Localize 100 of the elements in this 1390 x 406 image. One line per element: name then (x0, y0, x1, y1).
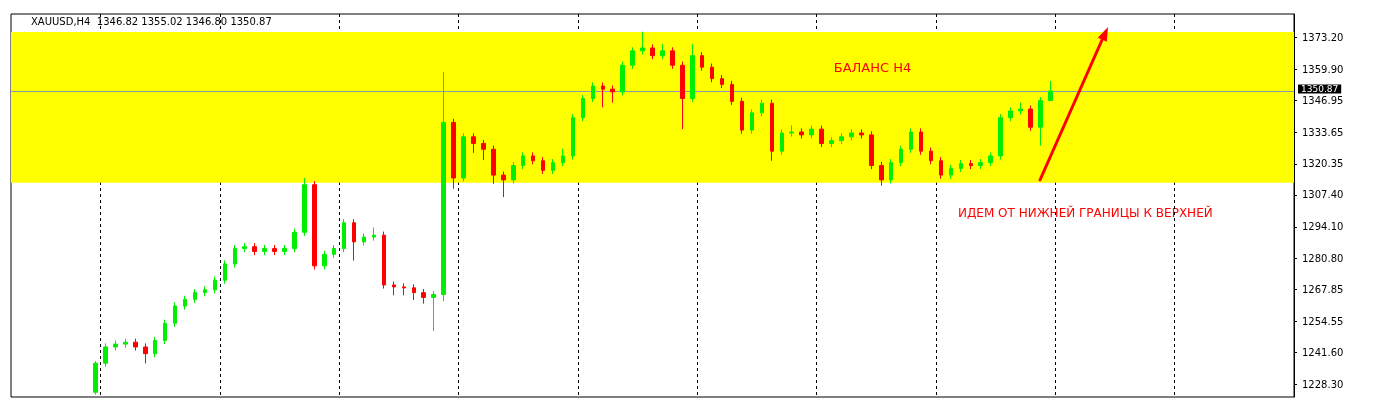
candlestick (163, 319, 167, 345)
candlestick (471, 132, 476, 154)
candlestick (441, 71, 446, 302)
candlestick (322, 250, 327, 270)
y-tick-label: 1333.65 (1302, 126, 1344, 138)
candlestick (700, 51, 704, 72)
chart-title: XAUUSD,H4 1346.82 1355.02 1346.80 1350.87 (31, 15, 272, 27)
candlestick (899, 145, 903, 167)
candlestick (988, 151, 993, 167)
candlestick (272, 244, 277, 256)
candlestick (213, 276, 217, 294)
candlestick (849, 128, 854, 141)
candlestick (312, 180, 317, 270)
candlestick (720, 74, 724, 89)
candlestick (511, 161, 516, 184)
candlestick (839, 132, 844, 145)
y-tick-label: 1294.10 (1302, 221, 1344, 233)
candlestick (402, 282, 406, 296)
candlestick (451, 118, 456, 190)
candlestick (521, 151, 525, 170)
y-tick-label: 1359.90 (1302, 63, 1344, 75)
candlestick (1018, 102, 1023, 116)
candlestick (292, 228, 297, 253)
candlestick (610, 85, 615, 104)
candlestick (660, 43, 665, 60)
ref-line-label: 1350.87 (1301, 83, 1339, 94)
candlestick (740, 97, 744, 135)
candlestick (889, 158, 893, 184)
candlestick (501, 171, 506, 198)
candlestick (103, 342, 108, 368)
candlestick (650, 43, 655, 60)
candlestick (551, 158, 555, 175)
candlestick (392, 280, 396, 296)
candlestick (491, 145, 496, 185)
candlestick (1028, 104, 1033, 132)
candlestick (760, 99, 764, 117)
candlestick (780, 128, 784, 156)
candlestick (949, 164, 953, 180)
candlestick (113, 340, 118, 352)
candlestick (133, 338, 138, 352)
candlestick (819, 125, 824, 148)
candlestick (919, 127, 923, 156)
candlestick (223, 259, 227, 285)
y-tick-label: 1280.80 (1302, 253, 1344, 265)
candlestick (909, 127, 913, 154)
candlestick (581, 94, 585, 122)
candlestick (789, 124, 794, 138)
candlestick (481, 139, 486, 161)
candlestick (799, 127, 804, 139)
y-tick-label: 1241.60 (1302, 346, 1344, 358)
candlestick (710, 63, 714, 83)
candlestick (630, 46, 635, 70)
candlestick (620, 61, 625, 96)
candlestick (372, 227, 376, 242)
candlestick (829, 136, 834, 148)
candlestick (680, 61, 685, 130)
candlestick (123, 338, 128, 349)
candlestick (153, 336, 157, 358)
candlestick (302, 177, 307, 237)
candlestick (929, 147, 933, 165)
candlestick (352, 218, 356, 262)
candlestick (591, 81, 595, 103)
candlestick (978, 158, 983, 170)
candlestick (571, 113, 575, 161)
y-tick-label: 1228.30 (1302, 378, 1344, 390)
annotation: ИДЕМ ОТ НИЖНЕЙ ГРАНИЦЫ К ВЕРХНЕЙ (958, 205, 1213, 220)
candlestick (282, 244, 287, 256)
candlestick (859, 128, 864, 139)
candlestick (561, 148, 565, 167)
candlestick (750, 108, 754, 135)
candlestick (730, 80, 734, 106)
candlestick (203, 285, 207, 297)
candlestick (412, 283, 416, 301)
candlestick (382, 231, 386, 290)
candlestick (541, 156, 545, 175)
band-label: БАЛАНС H4 (833, 59, 912, 75)
y-tick-label: 1373.20 (1302, 31, 1344, 43)
candlestick (421, 288, 426, 305)
candlestick (233, 244, 237, 268)
candlestick (1048, 80, 1053, 102)
candlestick (1008, 106, 1013, 122)
candlestick (461, 132, 466, 183)
y-tick-label: 1307.40 (1302, 189, 1344, 201)
candlestick (242, 242, 247, 253)
candlestick (143, 342, 148, 364)
candlestick (173, 301, 177, 328)
y-tick-label: 1346.95 (1302, 94, 1344, 106)
candlestick (879, 161, 884, 187)
candlestick (969, 159, 973, 170)
candlestick (640, 31, 645, 55)
candlestick (1038, 96, 1043, 147)
candlestick (601, 81, 605, 108)
candlestick (332, 244, 336, 259)
candlestick (252, 242, 257, 256)
candlestick (431, 290, 436, 332)
candlestick (690, 43, 695, 103)
candlestick (670, 46, 675, 70)
candlestick (183, 295, 187, 311)
candlestick (809, 125, 814, 139)
y-tick-label: 1254.55 (1302, 315, 1344, 327)
